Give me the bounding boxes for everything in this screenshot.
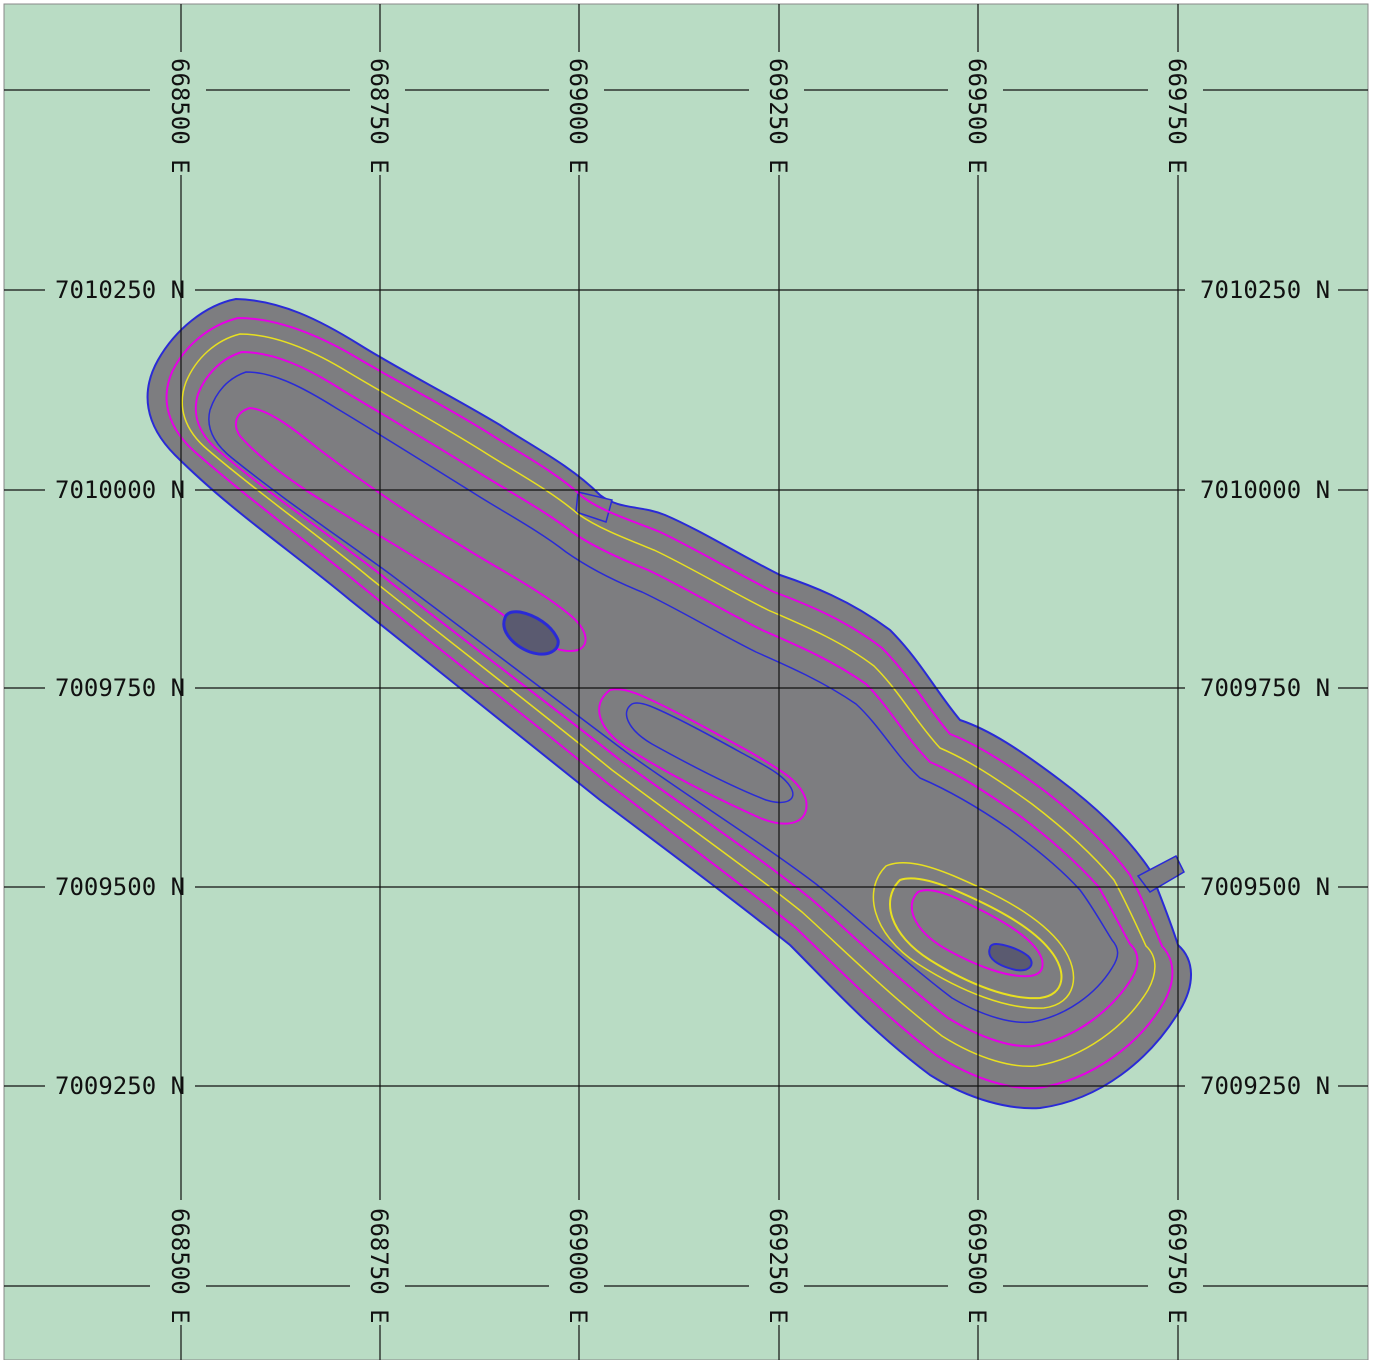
bench-line	[181, 333, 1156, 1068]
inner-pit-nw-floor	[502, 610, 560, 656]
easting-label-bottom: 669500 E	[963, 1208, 991, 1324]
easting-label-bottom: 668500 E	[166, 1208, 194, 1324]
inner-pit-se-floor	[988, 942, 1033, 972]
northing-label-left: 7010250 N	[55, 276, 185, 304]
northing-label-right: 7010000 N	[1200, 476, 1330, 504]
easting-label-top: 669000 E	[564, 58, 592, 174]
northing-label-left: 7010000 N	[55, 476, 185, 504]
coordinate-grid	[4, 4, 1368, 1360]
easting-label-bottom: 668750 E	[365, 1208, 393, 1324]
bench-line	[872, 862, 1075, 1009]
northing-label-left: 7009250 N	[55, 1072, 185, 1100]
coordinate-labels: 668500 E 668500 E 668750 E 668750 E 669000 E…	[55, 58, 1330, 1324]
inner-pit-nw	[234, 406, 587, 652]
northing-label-right: 7009250 N	[1200, 1072, 1330, 1100]
inner-pit-central-bench	[625, 702, 794, 804]
inner-pit-se-bench	[910, 889, 1044, 978]
northing-label-right: 7009500 N	[1200, 873, 1330, 901]
open-pit-design	[146, 297, 1192, 1110]
easting-label-top: 669500 E	[963, 58, 991, 174]
easting-label-top: 668750 E	[365, 58, 393, 174]
bench-line	[165, 316, 1174, 1090]
easting-label-top: 668500 E	[166, 58, 194, 174]
easting-label-top: 669750 E	[1163, 58, 1191, 174]
easting-label-top: 669250 E	[764, 58, 792, 174]
bench-line	[208, 371, 1119, 1024]
easting-label-bottom: 669000 E	[564, 1208, 592, 1324]
inner-pit-central	[598, 688, 808, 825]
northing-label-right: 7010250 N	[1200, 276, 1330, 304]
northing-label-left: 7009500 N	[55, 873, 185, 901]
northing-label-left: 7009750 N	[55, 674, 185, 702]
easting-label-bottom: 669250 E	[764, 1208, 792, 1324]
easting-label-bottom: 669750 E	[1163, 1208, 1191, 1324]
northing-label-right: 7009750 N	[1200, 674, 1330, 702]
